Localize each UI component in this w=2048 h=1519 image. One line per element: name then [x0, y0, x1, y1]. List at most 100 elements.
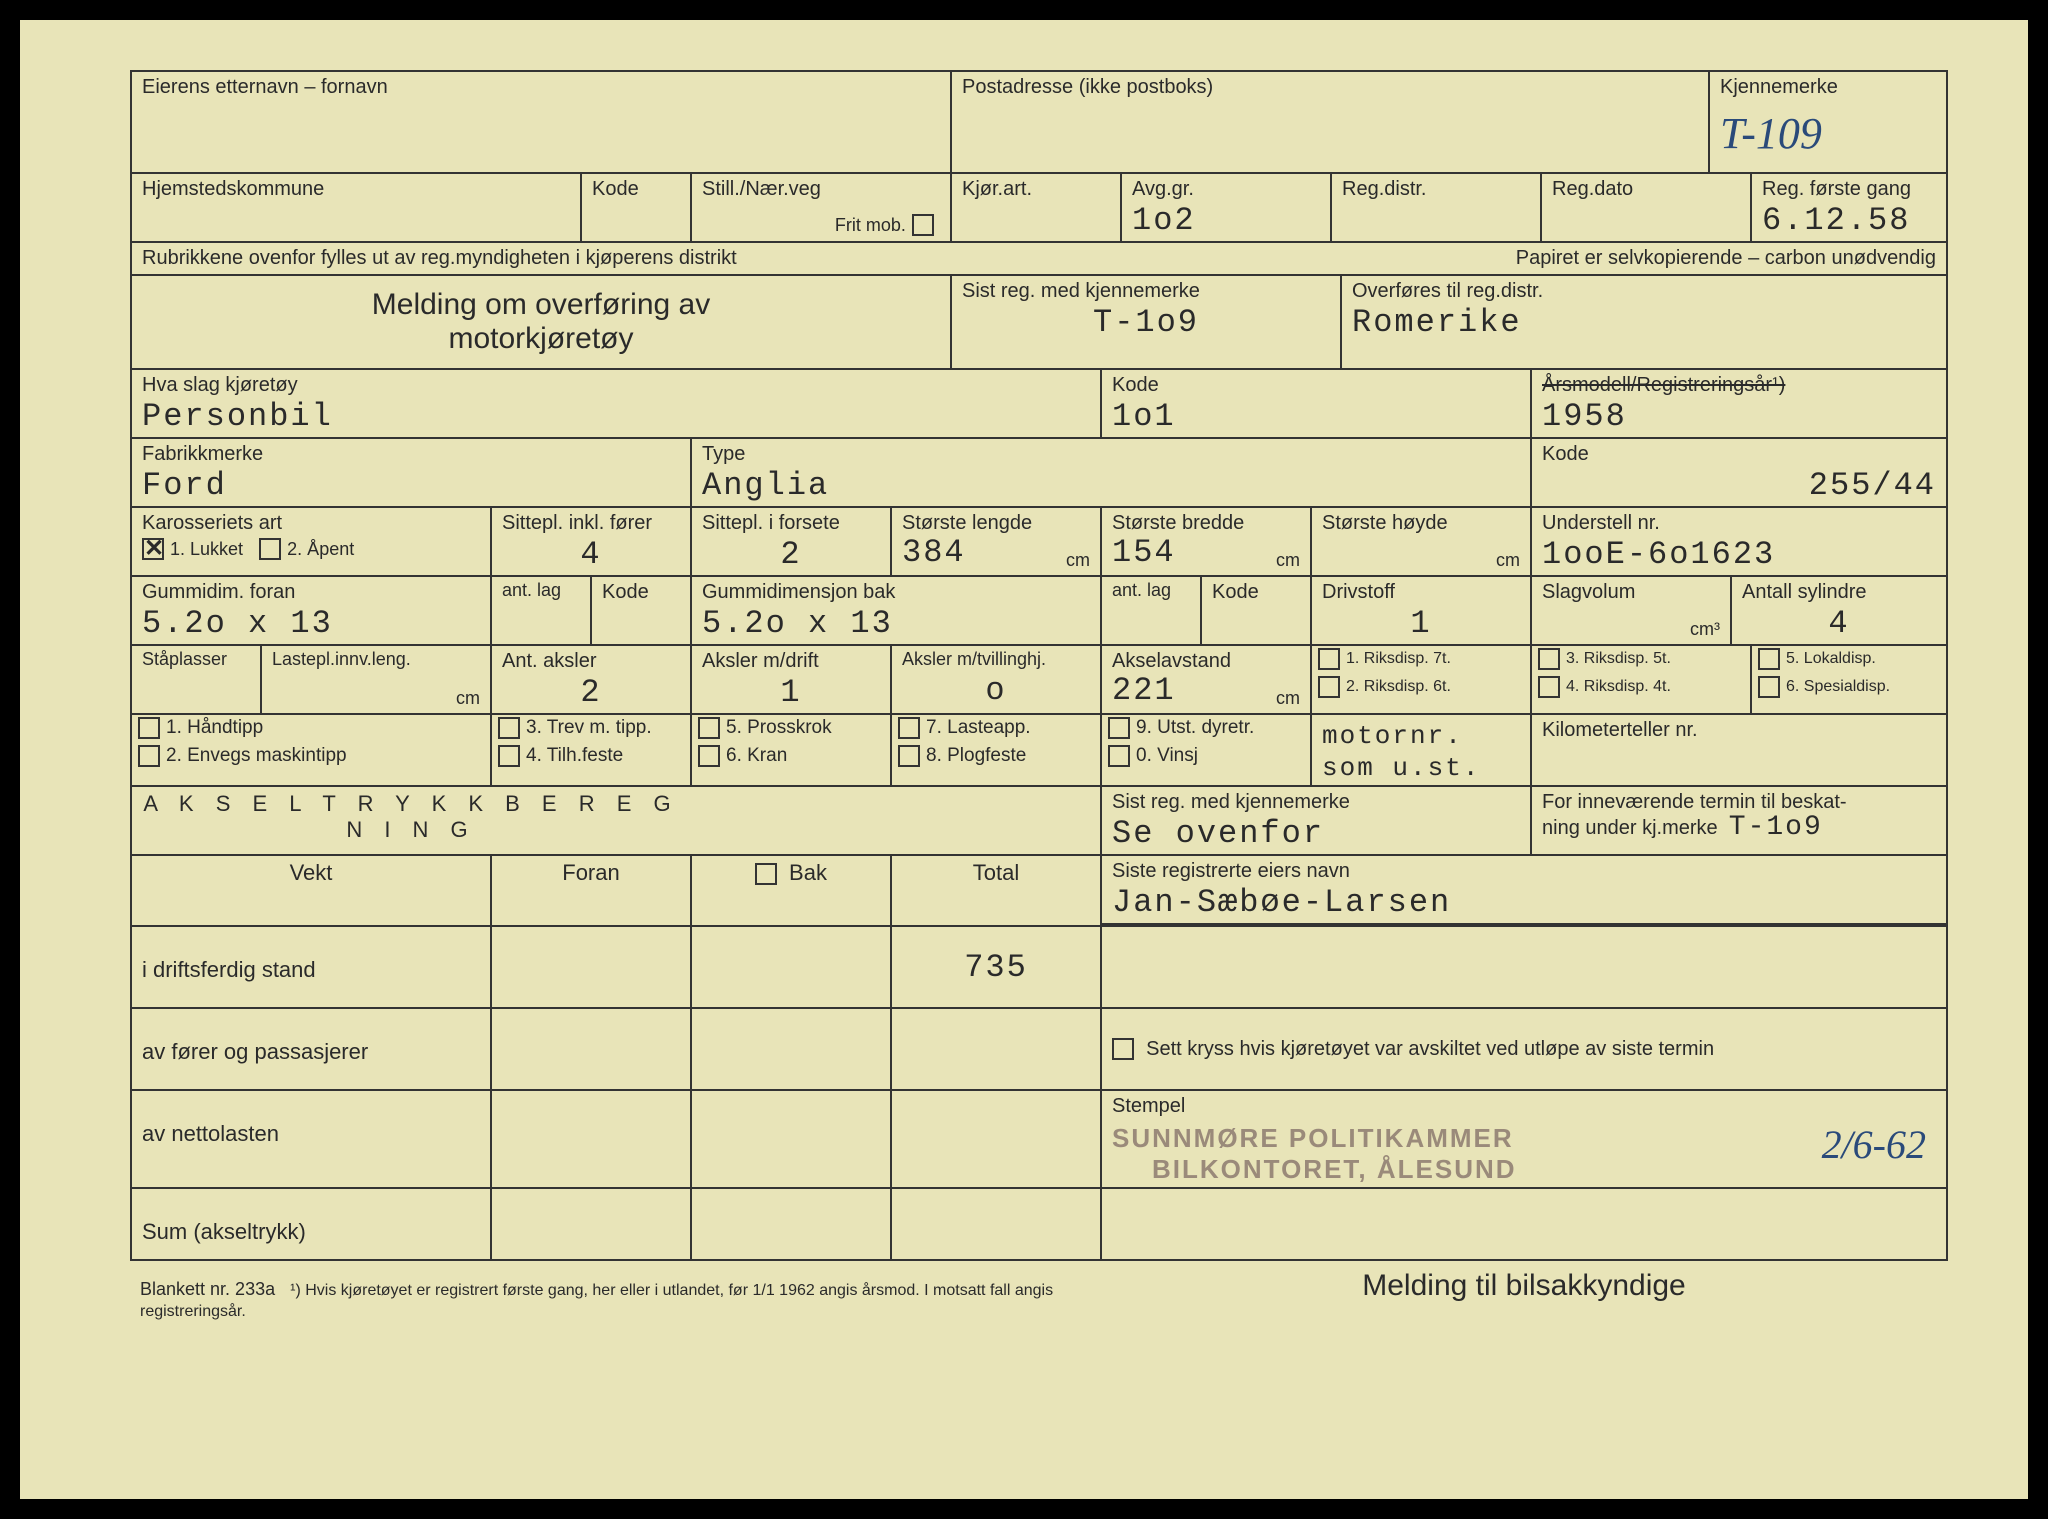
row-options: 1. Håndtipp 2. Envegs maskintipp 3. Trev… — [130, 713, 1948, 785]
opts34-cell: 3. Trev m. tipp. 4. Tilh.feste — [490, 715, 690, 785]
disp2[interactable]: 2. Riksdisp. 6t. — [1318, 676, 1451, 698]
antaksler-label: Ant. aksler — [502, 650, 680, 672]
type-value: Anglia — [702, 465, 1520, 504]
disp6[interactable]: 6. Spesialdisp. — [1758, 676, 1890, 698]
apent-checkbox[interactable] — [259, 538, 281, 560]
total-col: Total — [890, 856, 1100, 925]
kode-label: Kode — [592, 178, 680, 200]
drivstoff-value: 1 — [1322, 603, 1520, 642]
sum-total — [890, 1189, 1100, 1259]
akslertvill-label: Aksler m/tvillinghj. — [902, 650, 1090, 670]
row-passasjer: av fører og passasjerer Sett kryss hvis … — [130, 1007, 1948, 1089]
disp34-cell: 3. Riksdisp. 5t. 4. Riksdisp. 4t. — [1530, 646, 1750, 713]
hoyde-cell: Største høyde cm — [1310, 508, 1530, 575]
row-title: Melding om overføring av motorkjøretøy S… — [130, 274, 1948, 368]
ars-label: Årsmodell/Registreringsår¹) — [1542, 374, 1936, 396]
sett-checkbox[interactable] — [1112, 1038, 1134, 1060]
regdato-cell: Reg.dato — [1540, 174, 1750, 241]
disp1[interactable]: 1. Riksdisp. 7t. — [1318, 648, 1451, 670]
hjemsted-cell: Hjemstedskommune — [130, 174, 580, 241]
sistreg2-label: Sist reg. med kjennemerke — [1112, 791, 1520, 813]
avggr-cell: Avg.gr. 1o2 — [1120, 174, 1330, 241]
antlag2-cell: ant. lag — [1100, 577, 1200, 644]
stamp-block: SUNNMØRE POLITIKAMMER BILKONTORET, ÅLESU… — [1112, 1123, 1936, 1185]
opt3[interactable]: 3. Trev m. tipp. — [498, 717, 652, 739]
sitteplfor-label: Sittepl. i forsete — [702, 512, 880, 534]
overf-value: Romerike — [1352, 302, 1936, 341]
hva-label: Hva slag kjøretøy — [142, 374, 1090, 396]
sittepl-cell: Sittepl. inkl. fører 4 — [490, 508, 690, 575]
antlag1-cell: ant. lag — [490, 577, 590, 644]
row-owner: Eierens etternavn – fornavn Postadresse … — [130, 70, 1948, 172]
foran-label: Foran — [562, 860, 619, 885]
kode5-label: Kode — [1542, 443, 1936, 465]
gummibak-label: Gummidimensjon bak — [702, 581, 1090, 603]
disp3[interactable]: 3. Riksdisp. 5t. — [1538, 648, 1671, 670]
opt4[interactable]: 4. Tilh.feste — [498, 745, 623, 767]
opt2[interactable]: 2. Envegs maskintipp — [138, 745, 347, 767]
kode7a-cell: Kode — [590, 577, 690, 644]
lastepl-cell: Lastepl.innv.leng. cm — [260, 646, 490, 713]
netto-label: av nettolasten — [142, 1121, 279, 1146]
row-sum: Sum (akseltrykk) — [130, 1187, 1948, 1261]
sistreg-label: Sist reg. med kjennemerke — [962, 280, 1330, 302]
bak-label: Bak — [789, 860, 827, 885]
date-handwritten: 2/6-62 — [1822, 1121, 1926, 1168]
beskat-label: For inneværende termin til beskat-ning u… — [1542, 791, 1936, 844]
footer: Blankett nr. 233a ¹) Hvis kjøretøyet er … — [130, 1261, 1948, 1331]
cm-unit: cm — [1496, 550, 1520, 571]
type-label: Type — [702, 443, 1520, 465]
lengde-label: Største lengde — [902, 512, 1090, 534]
motornr-label: motornr. — [1322, 719, 1520, 751]
kode7b-cell: Kode — [1200, 577, 1310, 644]
sum-label-cell: Sum (akseltrykk) — [130, 1189, 490, 1259]
stempel-label: Stempel — [1112, 1095, 1936, 1117]
title-line1: Melding om overføring av — [372, 288, 710, 321]
still-label: Still./Nær.veg — [702, 178, 940, 200]
hoyde-label: Største høyde — [1322, 512, 1520, 534]
lastepl-label: Lastepl.innv.leng. — [272, 650, 480, 670]
bredde-cell: Største bredde 154 cm — [1100, 508, 1310, 575]
form-title: Melding om overføring av motorkjøretøy — [130, 276, 950, 368]
drift-value: 735 — [902, 947, 1090, 986]
opt6[interactable]: 6. Kran — [698, 745, 787, 767]
kjorart-cell: Kjør.art. — [950, 174, 1120, 241]
opt8[interactable]: 8. Plogfeste — [898, 745, 1026, 767]
bottom-title: Melding til bilsakkyndige — [1100, 1269, 1948, 1331]
apent-option[interactable]: 2. Åpent — [259, 538, 354, 560]
sett-label: Sett kryss hvis kjøretøyet var avskiltet… — [1146, 1038, 1714, 1060]
pass-bak — [690, 1009, 890, 1089]
akselavstand-value: 221 — [1112, 670, 1176, 709]
opt9[interactable]: 9. Utst. dyretr. — [1108, 717, 1254, 739]
disp5[interactable]: 5. Lokaldisp. — [1758, 648, 1876, 670]
row-aksler: Ståplasser Lastepl.innv.leng. cm Ant. ak… — [130, 644, 1948, 713]
fabrikk-cell: Fabrikkmerke Ford — [130, 439, 690, 506]
eier-cell: Siste registrerte eiers navn Jan-Sæbøe-L… — [1100, 856, 1948, 925]
row-aksel-head: A K S E L T R Y K K B E R E G N I N G Si… — [130, 785, 1948, 854]
lukket-checkbox[interactable] — [142, 538, 164, 560]
bak-col: Bak — [690, 856, 890, 925]
cm-unit: cm — [1276, 688, 1300, 709]
lukket-option[interactable]: 1. Lukket — [142, 538, 243, 560]
gummiforan-cell: Gummidim. foran 5.2o x 13 — [130, 577, 490, 644]
drift-total: 735 — [890, 927, 1100, 1007]
eier-extend — [1100, 927, 1948, 1007]
opt1[interactable]: 1. Håndtipp — [138, 717, 263, 739]
kode5-cell: Kode 255/44 — [1530, 439, 1948, 506]
akslerdrift-value: 1 — [702, 672, 880, 711]
postaddress-cell: Postadresse (ikke postboks) — [950, 72, 1708, 172]
bak-checkbox[interactable] — [755, 863, 777, 885]
pass-total — [890, 1009, 1100, 1089]
kode5-value: 255/44 — [1542, 465, 1936, 504]
opt5[interactable]: 5. Prosskrok — [698, 717, 832, 739]
disp4[interactable]: 4. Riksdisp. 4t. — [1538, 676, 1671, 698]
frit-checkbox[interactable] — [912, 214, 934, 236]
akselavstand-cell: Akselavstand 221 cm — [1100, 646, 1310, 713]
total-label: Total — [973, 860, 1019, 885]
fabrikk-value: Ford — [142, 465, 680, 504]
opt0[interactable]: 0. Vinsj — [1108, 745, 1198, 767]
akselavstand-label: Akselavstand — [1112, 650, 1300, 672]
opt7[interactable]: 7. Lasteapp. — [898, 717, 1031, 739]
opts12-cell: 1. Håndtipp 2. Envegs maskintipp — [130, 715, 490, 785]
foran-col: Foran — [490, 856, 690, 925]
